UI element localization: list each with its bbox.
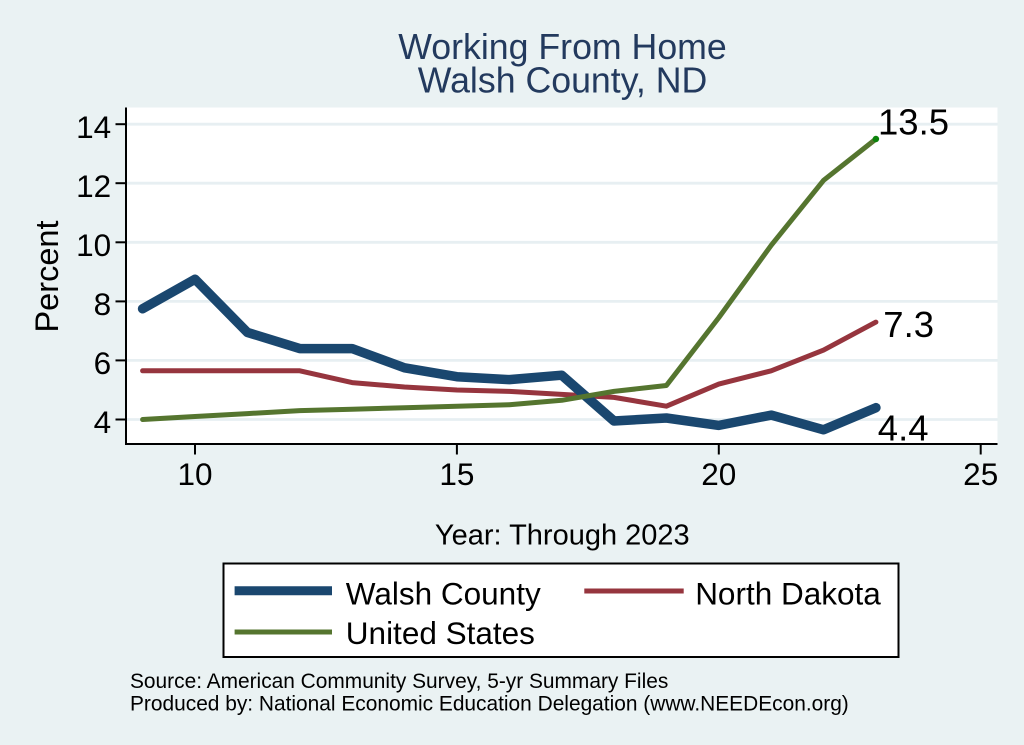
svg-text:Produced by: National Economic: Produced by: National Economic Education… <box>130 693 849 716</box>
svg-text:Working From Home: Working From Home <box>398 27 727 67</box>
svg-text:Percent: Percent <box>29 220 65 332</box>
svg-text:15: 15 <box>439 456 474 492</box>
svg-text:Walsh County: Walsh County <box>346 575 541 611</box>
svg-text:North Dakota: North Dakota <box>695 575 881 611</box>
svg-text:4.4: 4.4 <box>878 407 929 448</box>
svg-text:6: 6 <box>94 345 112 381</box>
svg-text:Year: Through 2023: Year: Through 2023 <box>435 519 690 551</box>
svg-text:8: 8 <box>94 286 112 322</box>
svg-text:12: 12 <box>76 168 111 204</box>
svg-text:United States: United States <box>346 615 535 651</box>
svg-text:4: 4 <box>94 404 112 440</box>
svg-text:13.5: 13.5 <box>878 102 949 143</box>
svg-text:25: 25 <box>963 456 998 492</box>
svg-text:7.3: 7.3 <box>883 304 934 345</box>
svg-text:10: 10 <box>177 456 212 492</box>
svg-text:20: 20 <box>701 456 736 492</box>
svg-text:Walsh County, ND: Walsh County, ND <box>418 60 708 100</box>
svg-text:14: 14 <box>76 109 111 145</box>
svg-text:10: 10 <box>76 227 111 263</box>
svg-text:Source: American Community Sur: Source: American Community Survey, 5-yr … <box>130 670 668 693</box>
